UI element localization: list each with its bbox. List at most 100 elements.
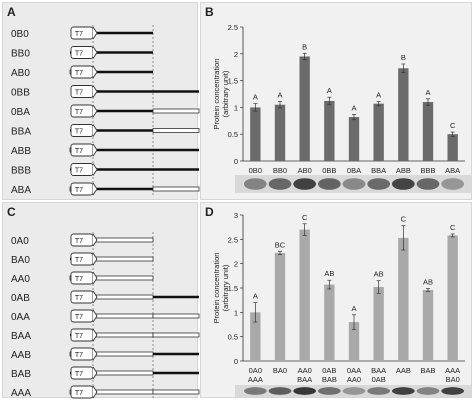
panel-d-label: D [205,205,214,219]
significance-letter: A [351,304,356,313]
construct-name: BAB [11,369,31,380]
blot-band [367,387,391,395]
segment-a-4-1 [92,313,154,319]
bar-BAA [373,287,384,361]
bar-0B0 [250,107,261,161]
segment-a-8-2 [152,186,200,192]
segment-a-2-1 [92,275,154,281]
construct-name: BA0 [11,255,30,266]
x-tick-label: 0A0 [249,366,262,375]
promoter-arrow [92,328,98,342]
panel-a-label: A [7,5,16,19]
panel-c: C 0A0 T7 BA0 T7 AA0 T7 0AB T7 0AA T7 BAA T7 AAB T7 BAB… [2,202,200,400]
blot-lane-label: BAA [297,375,312,384]
segment-a-4-2 [152,313,200,319]
significance-letter: C [450,121,456,130]
promoter-arrow [92,271,98,285]
blot-band [416,178,440,190]
promoter-label: T7 [75,238,83,245]
segment-a-5-1 [92,332,154,338]
y-tick-label: 2 [234,50,238,59]
promoter-arrow [92,252,98,266]
segment-a-6-1 [92,351,154,357]
promoter-arrow [92,290,98,304]
significance-letter: A [277,91,282,100]
bar-BB0 [274,104,286,161]
x-tick-label: 0AA [347,366,361,375]
promoter-label: T7 [75,187,83,194]
y-axis-label: (arbitrary unit) [221,264,230,311]
bar-BBB [422,102,434,161]
construct-name: AAB [11,350,31,361]
construct-name: 0A0 [11,236,29,247]
segment-a-5-2 [152,128,200,133]
promoter-label: T7 [75,109,83,116]
y-tick-label: 0 [234,357,238,366]
blot-band [441,387,465,395]
y-tick-label: 1.5 [228,284,238,293]
significance-letter: AB [423,277,433,286]
bar-AA0 [299,229,310,361]
x-tick-label: AA0 [298,366,312,375]
blot-band [243,387,267,395]
bar-BBA [373,103,384,161]
promoter-label: T7 [75,371,83,378]
construct-name: AAA [11,388,31,399]
construct-diagram-c: 0A0 T7 BA0 T7 AA0 T7 0AB T7 0AA T7 BAA T7 AAB T7 BAB T7… [11,232,200,400]
promoter-arrow [92,46,98,59]
blot-band [268,178,292,190]
y-tick-label: 0 [234,157,238,166]
blot-lane-label: BA0 [446,375,460,384]
bar-0A0 [250,312,261,361]
construct-name: BBA [11,127,31,138]
significance-letter: A [376,91,381,100]
bar-BA0 [274,252,286,361]
x-tick-label: AAB [396,366,411,375]
x-tick-label: ABB [396,166,411,175]
blot-band [243,178,267,190]
panel-d: D 0 0.5 1 1.5 2 2.5 3 Protein concentration (arb… [200,202,472,398]
blot-band [317,178,341,190]
promoter-label: T7 [75,257,83,264]
x-tick-label: 0AB [322,366,336,375]
promoter-arrow [92,182,98,196]
blot-band [293,178,317,190]
blot-band [391,178,415,190]
promoter-arrow [92,309,98,323]
construct-name: 0B0 [11,29,29,40]
x-tick-label: AB0 [298,166,312,175]
promoter-label: T7 [75,314,83,321]
blot-lane-label: AAA [248,375,263,384]
bar-ABB [398,68,409,161]
bar-ABA [447,134,458,161]
bar-0BA [348,117,360,161]
significance-letter: B [401,53,406,62]
promoter-label: T7 [75,148,83,155]
promoter-arrow [92,104,98,118]
significance-letter: BC [275,241,286,250]
blot-band [317,387,341,395]
significance-letter: AB [374,270,384,279]
blot-band [416,387,440,395]
significance-letter: A [351,103,356,112]
construct-name: 0BB [11,88,30,99]
construct-name: AA0 [11,274,30,285]
bar-AB0 [299,56,310,162]
y-tick-label: 3 [234,211,238,220]
construct-name: ABA [11,185,31,196]
significance-letter: A [425,88,430,97]
segment-a-8-2 [152,389,200,395]
western-blot-d [235,385,471,397]
blot-band [391,387,415,395]
x-tick-label: BAA [371,366,386,375]
y-axis-label: Protein concentration [212,59,221,130]
y-axis-label: Protein concentration [212,253,221,324]
promoter-arrow [92,233,98,247]
panel-c-label: C [7,205,16,219]
y-tick-label: 2.5 [228,235,238,244]
y-tick-label: 1.5 [228,77,238,86]
blot-lane-label: 0AB [372,375,386,384]
promoter-arrow [92,65,98,79]
bar-AAB [398,237,409,361]
segment-a-1-1 [92,256,154,262]
